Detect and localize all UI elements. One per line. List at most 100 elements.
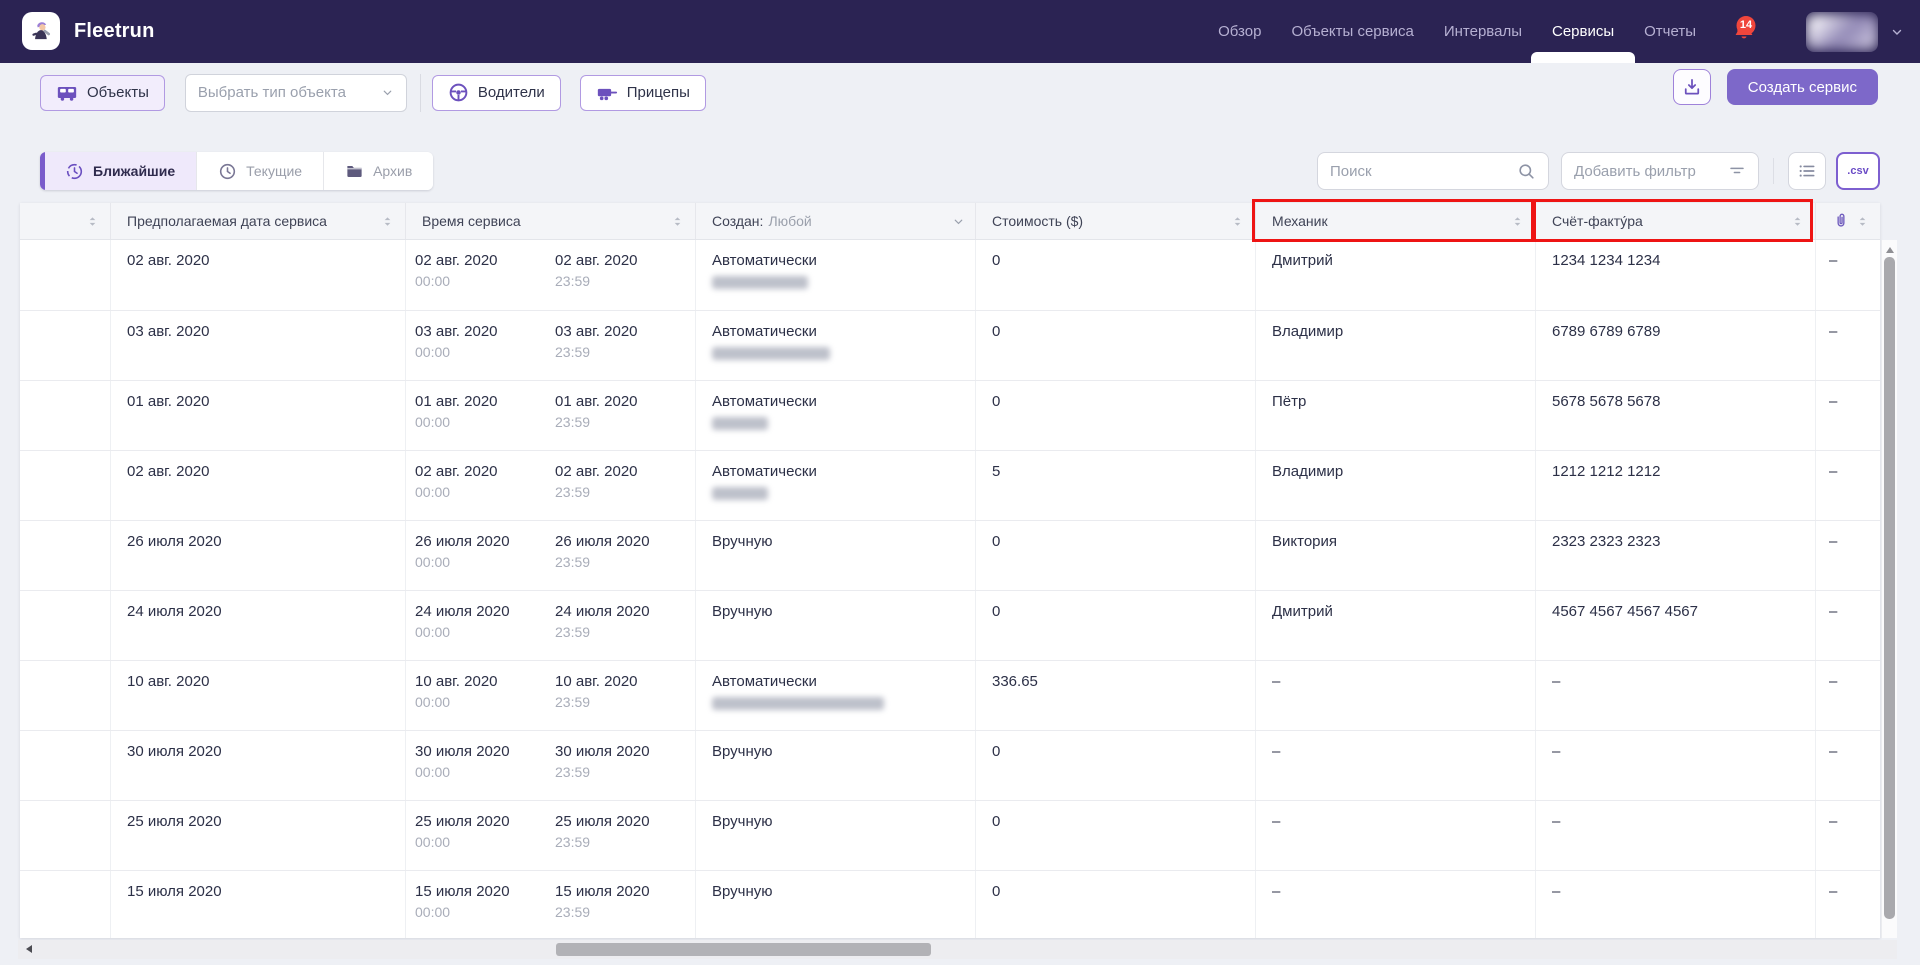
cell-mechanic: Владимир	[1255, 311, 1535, 380]
nav-item-reports[interactable]: Отчеты	[1644, 0, 1696, 63]
to-date: 15 июля 2020	[555, 883, 650, 900]
created-mode: Автоматически	[712, 252, 817, 269]
create-service-button[interactable]: Создать сервис	[1727, 69, 1878, 105]
chevron-down-icon[interactable]	[1890, 25, 1904, 39]
service-time-from: 30 июля 2020 00:00	[415, 743, 555, 800]
to-date: 01 авг. 2020	[555, 393, 638, 410]
download-icon	[1682, 77, 1702, 97]
tab-current[interactable]: Текущие	[196, 152, 323, 190]
column-header-expected-date[interactable]: Предполагаемая дата сервиса	[110, 203, 405, 239]
cell-invoice: –	[1535, 871, 1815, 938]
created-filter-value: Любой	[768, 213, 811, 229]
service-time-to: 30 июля 2020 23:59	[555, 743, 695, 800]
cell-mechanic: Дмитрий	[1255, 591, 1535, 660]
nav-item-intervals[interactable]: Интервалы	[1444, 0, 1522, 63]
column-header-status[interactable]	[20, 203, 110, 239]
export-button[interactable]	[1673, 69, 1711, 105]
nav-item-overview[interactable]: Обзор	[1218, 0, 1261, 63]
from-date: 02 авг. 2020	[415, 252, 498, 269]
service-time-from: 15 июля 2020 00:00	[415, 883, 555, 938]
search-field[interactable]	[1317, 152, 1549, 190]
cell-expected-date: 24 июля 2020	[110, 591, 405, 660]
tab-archive[interactable]: Архив	[323, 152, 433, 190]
vertical-scrollbar-thumb[interactable]	[1884, 257, 1895, 919]
table-row[interactable]: 02 авг. 2020 02 авг. 2020 00:00 02 авг. …	[20, 240, 1880, 310]
column-header-created-filter[interactable]: Создан: Любой	[695, 203, 975, 239]
service-time-from: 02 авг. 2020 00:00	[415, 463, 555, 520]
column-label: Счёт-факту́ра	[1552, 213, 1643, 229]
vertical-scrollbar[interactable]	[1881, 240, 1897, 938]
from-time: 00:00	[415, 273, 555, 289]
created-mode: Вручную	[712, 533, 773, 550]
cell-service-time: 02 авг. 2020 00:00 02 авг. 2020 23:59	[405, 451, 695, 520]
table-row[interactable]: 26 июля 2020 26 июля 2020 00:00 26 июля …	[20, 520, 1880, 590]
to-date: 25 июля 2020	[555, 813, 650, 830]
blurred-unit-name	[712, 487, 768, 500]
cell-created: Автоматически	[695, 661, 975, 730]
table-row[interactable]: 25 июля 2020 25 июля 2020 00:00 25 июля …	[20, 800, 1880, 870]
search-input[interactable]	[1330, 163, 1517, 180]
tab-upcoming[interactable]: Ближайшие	[40, 152, 196, 190]
created-mode: Вручную	[712, 883, 773, 900]
trailers-button[interactable]: Прицепы	[580, 75, 706, 111]
sort-icon	[1855, 214, 1870, 229]
cell-mechanic: Владимир	[1255, 451, 1535, 520]
app-logo[interactable]	[22, 12, 60, 50]
to-time: 23:59	[555, 484, 695, 500]
service-time-to: 15 июля 2020 23:59	[555, 883, 695, 938]
table-row[interactable]: 30 июля 2020 30 июля 2020 00:00 30 июля …	[20, 730, 1880, 800]
cell-mechanic: Виктория	[1255, 521, 1535, 590]
cell-cost: 0	[975, 871, 1255, 938]
toolbar-divider	[420, 74, 421, 112]
cell-status	[20, 311, 110, 380]
table-row[interactable]: 24 июля 2020 24 июля 2020 00:00 24 июля …	[20, 590, 1880, 660]
service-state-tabs: Ближайшие Текущие Архив	[40, 152, 433, 190]
horizontal-scrollbar[interactable]	[18, 940, 1897, 959]
cell-invoice: –	[1535, 801, 1815, 870]
column-header-mechanic[interactable]: Механик	[1255, 203, 1535, 239]
column-header-cost[interactable]: Стоимость ($)	[975, 203, 1255, 239]
cell-attachment: –	[1815, 311, 1880, 380]
from-time: 00:00	[415, 484, 555, 500]
table-row[interactable]: 01 авг. 2020 01 авг. 2020 00:00 01 авг. …	[20, 380, 1880, 450]
cell-created: Автоматически	[695, 240, 975, 310]
drivers-button-label: Водители	[478, 84, 545, 101]
export-csv-button[interactable]: .csv	[1836, 152, 1880, 190]
created-filter-label: Создан:	[712, 213, 763, 229]
nav-item-service-objects[interactable]: Объекты сервиса	[1291, 0, 1413, 63]
user-account-button[interactable]	[1806, 12, 1878, 52]
objects-button[interactable]: Объекты	[40, 75, 165, 111]
filter-icon[interactable]	[1728, 162, 1746, 180]
tab-current-label: Текущие	[246, 163, 302, 179]
search-icon[interactable]	[1517, 162, 1536, 181]
to-time: 23:59	[555, 624, 695, 640]
list-view-button[interactable]	[1788, 152, 1826, 190]
cell-expected-date: 10 авг. 2020	[110, 661, 405, 730]
table-row[interactable]: 10 авг. 2020 10 авг. 2020 00:00 10 авг. …	[20, 660, 1880, 730]
object-type-select[interactable]: Выбрать тип объекта	[185, 74, 407, 112]
cell-status	[20, 240, 110, 310]
add-filter-field[interactable]	[1561, 152, 1759, 190]
table-row[interactable]: 03 авг. 2020 03 авг. 2020 00:00 03 авг. …	[20, 310, 1880, 380]
from-time: 00:00	[415, 694, 555, 710]
drivers-button[interactable]: Водители	[432, 75, 561, 111]
column-header-attachment[interactable]	[1815, 203, 1880, 239]
table-row[interactable]: 15 июля 2020 15 июля 2020 00:00 15 июля …	[20, 870, 1880, 938]
cell-service-time: 02 авг. 2020 00:00 02 авг. 2020 23:59	[405, 240, 695, 310]
column-header-service-time[interactable]: Время сервиса	[405, 203, 695, 239]
from-date: 01 авг. 2020	[415, 393, 498, 410]
scroll-up-arrow[interactable]	[1886, 247, 1894, 253]
sort-icon	[1790, 214, 1805, 229]
service-time-from: 26 июля 2020 00:00	[415, 533, 555, 590]
add-filter-input[interactable]	[1574, 163, 1728, 180]
cell-expected-date: 02 авг. 2020	[110, 451, 405, 520]
from-date: 02 авг. 2020	[415, 463, 498, 480]
nav-item-services[interactable]: Сервисы	[1552, 0, 1614, 63]
service-time-from: 25 июля 2020 00:00	[415, 813, 555, 870]
scroll-left-arrow[interactable]	[26, 945, 32, 953]
cell-service-time: 15 июля 2020 00:00 15 июля 2020 23:59	[405, 871, 695, 938]
table-row[interactable]: 02 авг. 2020 02 авг. 2020 00:00 02 авг. …	[20, 450, 1880, 520]
column-header-invoice[interactable]: Счёт-факту́ра	[1535, 203, 1815, 239]
horizontal-scrollbar-thumb[interactable]	[556, 943, 931, 956]
notifications-button[interactable]: 14	[1732, 17, 1760, 47]
